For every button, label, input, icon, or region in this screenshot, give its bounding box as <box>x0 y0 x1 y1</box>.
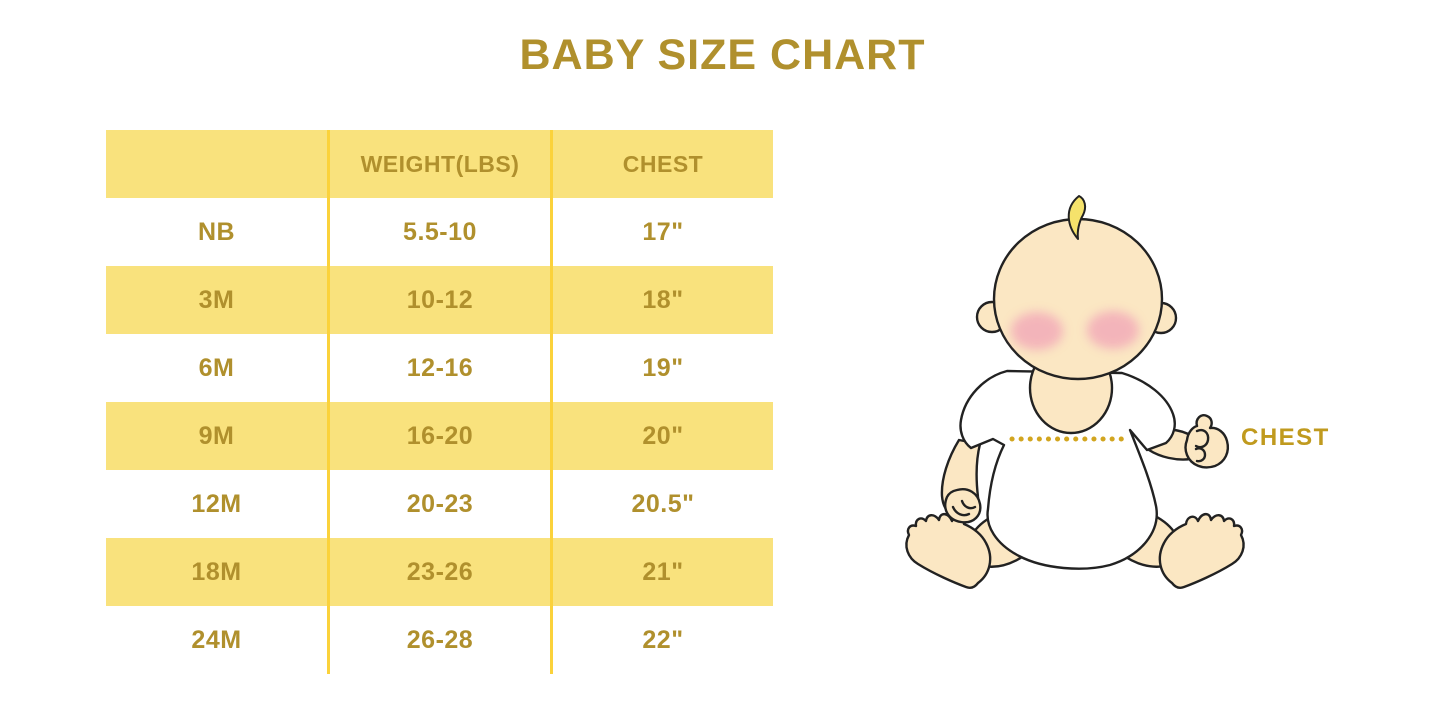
baby-right-foot <box>1158 512 1245 589</box>
table-row: 6M 12-16 19" <box>106 334 773 402</box>
weight-cell: 10-12 <box>327 266 550 334</box>
size-cell: 9M <box>198 421 235 450</box>
chest-cell: 20" <box>550 402 773 470</box>
baby-head <box>992 217 1164 381</box>
weight-cell: 23-26 <box>327 538 550 606</box>
chest-cell: 21" <box>550 538 773 606</box>
header-size-cell <box>106 130 327 198</box>
baby-hair-tuft <box>1067 195 1087 240</box>
header-weight-cell: WEIGHT(LBS) <box>327 130 550 198</box>
size-cell: 18M <box>191 557 242 586</box>
weight-cell: 20-23 <box>327 470 550 538</box>
chest-cell: 19" <box>550 334 773 402</box>
table-row: 9M 16-20 20" <box>106 402 773 470</box>
weight-cell: 12-16 <box>327 334 550 402</box>
header-chest-cell: CHEST <box>550 130 773 198</box>
size-cell: 24M <box>191 625 242 654</box>
table-row: 12M 20-23 20.5" <box>106 470 773 538</box>
baby-left-foot <box>905 512 992 589</box>
size-cell: 6M <box>198 353 235 382</box>
weight-cell: 5.5-10 <box>327 198 550 266</box>
page-title: BABY SIZE CHART <box>519 31 926 79</box>
table-row: NB 5.5-10 17" <box>106 198 773 266</box>
baby-left-hand <box>944 488 982 524</box>
size-cell: 12M <box>191 489 242 518</box>
table-row: 24M 26-28 22" <box>106 606 773 674</box>
weight-cell: 26-28 <box>327 606 550 674</box>
chest-cell: 20.5" <box>550 470 773 538</box>
baby-left-cheek <box>1011 312 1063 350</box>
weight-cell: 16-20 <box>327 402 550 470</box>
baby-right-cheek <box>1087 311 1139 349</box>
baby-illustration <box>905 195 1245 589</box>
size-cell: 3M <box>198 285 235 314</box>
table-row: 18M 23-26 21" <box>106 538 773 606</box>
chest-cell: 22" <box>550 606 773 674</box>
baby-size-table: WEIGHT(LBS) CHEST NB 5.5-10 17" 3M 10-12… <box>106 130 773 674</box>
chest-cell: 17" <box>550 198 773 266</box>
size-cell: NB <box>197 217 236 246</box>
chest-cell: 18" <box>550 266 773 334</box>
baby-onesie <box>959 369 1176 570</box>
table-row: 3M 10-12 18" <box>106 266 773 334</box>
table-header-row: WEIGHT(LBS) CHEST <box>106 130 773 198</box>
chest-annotation-label: CHEST <box>1241 424 1330 451</box>
